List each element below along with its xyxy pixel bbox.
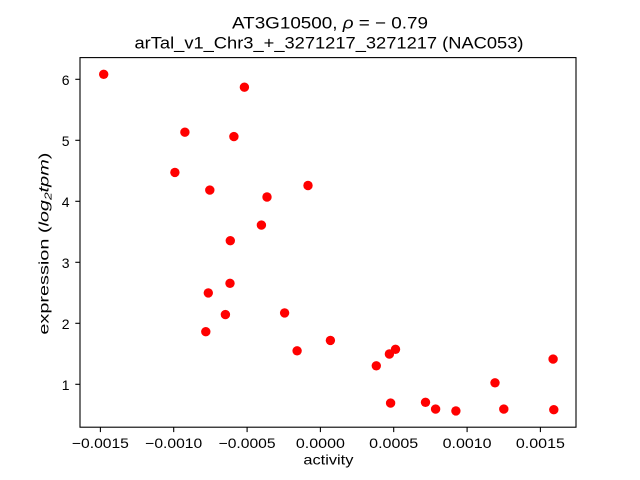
svg-text:0.0005: 0.0005	[369, 435, 418, 451]
svg-text:activity: activity	[303, 452, 353, 468]
svg-text:5: 5	[62, 133, 70, 149]
svg-text:1: 1	[62, 377, 70, 393]
svg-text:4: 4	[62, 194, 70, 210]
svg-text:6: 6	[62, 72, 70, 88]
svg-text:0.0015: 0.0015	[516, 435, 565, 451]
svg-text:AT3G10500, ρ = − 0.79: AT3G10500, ρ = − 0.79	[232, 14, 428, 33]
svg-text:−0.0015: −0.0015	[72, 435, 129, 451]
svg-text:−0.0005: −0.0005	[219, 435, 276, 451]
svg-text:3: 3	[62, 255, 70, 271]
svg-text:0.0000: 0.0000	[296, 435, 345, 451]
svg-text:arTal_v1_Chr3_+_3271217_327121: arTal_v1_Chr3_+_3271217_3271217 (NAC053)	[135, 34, 524, 53]
svg-text:0.0010: 0.0010	[443, 435, 492, 451]
svg-text:−0.0010: −0.0010	[145, 435, 202, 451]
svg-text:2: 2	[62, 316, 70, 332]
